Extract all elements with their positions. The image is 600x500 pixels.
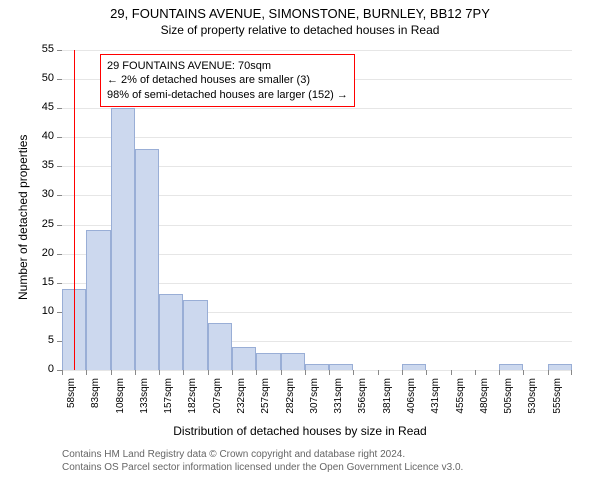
xtick-label: 530sqm	[527, 378, 538, 428]
xtick-label: 431sqm	[430, 378, 441, 428]
histogram-bar	[135, 149, 159, 370]
reference-line	[74, 50, 75, 370]
footer-line2: Contains OS Parcel sector information li…	[62, 462, 463, 473]
ytick-label: 20	[24, 247, 54, 259]
gridline	[62, 137, 572, 138]
xtick-mark	[183, 370, 184, 375]
xtick-label: 455sqm	[455, 378, 466, 428]
xtick-mark	[62, 370, 63, 375]
xtick-label: 381sqm	[382, 378, 393, 428]
xtick-mark	[232, 370, 233, 375]
xtick-label: 257sqm	[260, 378, 271, 428]
ytick-label: 45	[24, 101, 54, 113]
ytick-mark	[57, 254, 62, 255]
xtick-label: 207sqm	[212, 378, 223, 428]
ytick-label: 5	[24, 334, 54, 346]
ytick-label: 40	[24, 130, 54, 142]
xtick-mark	[305, 370, 306, 375]
annotation-box: 29 FOUNTAINS AVENUE: 70sqm ← 2% of detach…	[100, 54, 355, 107]
histogram-bar	[232, 347, 256, 370]
xtick-label: 182sqm	[187, 378, 198, 428]
xtick-mark	[499, 370, 500, 375]
xtick-label: 555sqm	[552, 378, 563, 428]
xtick-mark	[426, 370, 427, 375]
footer-attribution: Contains HM Land Registry data © Crown c…	[62, 448, 463, 474]
histogram-bar	[208, 323, 232, 370]
xtick-label: 108sqm	[115, 378, 126, 428]
ytick-mark	[57, 50, 62, 51]
gridline	[62, 108, 572, 109]
histogram-bar	[402, 364, 426, 370]
histogram-bar	[86, 230, 110, 370]
xtick-mark	[523, 370, 524, 375]
ytick-label: 35	[24, 159, 54, 171]
xtick-label: 282sqm	[285, 378, 296, 428]
ytick-mark	[57, 283, 62, 284]
annot-line1: 29 FOUNTAINS AVENUE: 70sqm	[107, 60, 271, 72]
ytick-label: 30	[24, 188, 54, 200]
xtick-label: 58sqm	[66, 378, 77, 428]
ytick-mark	[57, 225, 62, 226]
xtick-label: 406sqm	[406, 378, 417, 428]
xtick-label: 480sqm	[479, 378, 490, 428]
xtick-mark	[256, 370, 257, 375]
histogram-bar	[281, 353, 305, 370]
xtick-mark	[86, 370, 87, 375]
x-axis-label: Distribution of detached houses by size …	[0, 424, 600, 438]
ytick-mark	[57, 108, 62, 109]
xtick-label: 83sqm	[90, 378, 101, 428]
ytick-label: 50	[24, 72, 54, 84]
xtick-mark	[402, 370, 403, 375]
xtick-label: 133sqm	[139, 378, 150, 428]
xtick-label: 307sqm	[309, 378, 320, 428]
ytick-label: 15	[24, 276, 54, 288]
chart-title: 29, FOUNTAINS AVENUE, SIMONSTONE, BURNLE…	[0, 0, 600, 21]
xtick-mark	[475, 370, 476, 375]
xtick-mark	[378, 370, 379, 375]
xtick-label: 356sqm	[357, 378, 368, 428]
annot-line3: 98% of semi-detached houses are larger (…	[107, 89, 348, 101]
ytick-mark	[57, 137, 62, 138]
xtick-mark	[135, 370, 136, 375]
ytick-label: 55	[24, 43, 54, 55]
xtick-mark	[159, 370, 160, 375]
xtick-mark	[353, 370, 354, 375]
xtick-label: 157sqm	[163, 378, 174, 428]
ytick-label: 0	[24, 363, 54, 375]
annot-line2: ← 2% of detached houses are smaller (3)	[107, 74, 310, 86]
histogram-bar	[159, 294, 183, 370]
ytick-label: 25	[24, 218, 54, 230]
histogram-bar	[499, 364, 523, 370]
histogram-bar	[548, 364, 572, 370]
histogram-bar	[305, 364, 329, 370]
histogram-bar	[256, 353, 280, 370]
histogram-bar	[111, 108, 135, 370]
xtick-mark	[208, 370, 209, 375]
xtick-label: 331sqm	[333, 378, 344, 428]
xtick-label: 505sqm	[503, 378, 514, 428]
xtick-mark	[111, 370, 112, 375]
histogram-bar	[329, 364, 353, 370]
ytick-mark	[57, 166, 62, 167]
xtick-mark	[281, 370, 282, 375]
histogram-bar	[183, 300, 207, 370]
gridline	[62, 50, 572, 51]
xtick-label: 232sqm	[236, 378, 247, 428]
ytick-label: 10	[24, 305, 54, 317]
footer-line1: Contains HM Land Registry data © Crown c…	[62, 449, 405, 460]
plot-area: 051015202530354045505558sqm83sqm108sqm13…	[62, 50, 572, 370]
xtick-mark	[451, 370, 452, 375]
ytick-mark	[57, 195, 62, 196]
gridline	[62, 370, 572, 371]
chart-container: 29, FOUNTAINS AVENUE, SIMONSTONE, BURNLE…	[0, 0, 600, 500]
xtick-mark	[329, 370, 330, 375]
xtick-mark	[548, 370, 549, 375]
chart-subtitle: Size of property relative to detached ho…	[0, 21, 600, 37]
ytick-mark	[57, 79, 62, 80]
xtick-mark	[571, 370, 572, 375]
